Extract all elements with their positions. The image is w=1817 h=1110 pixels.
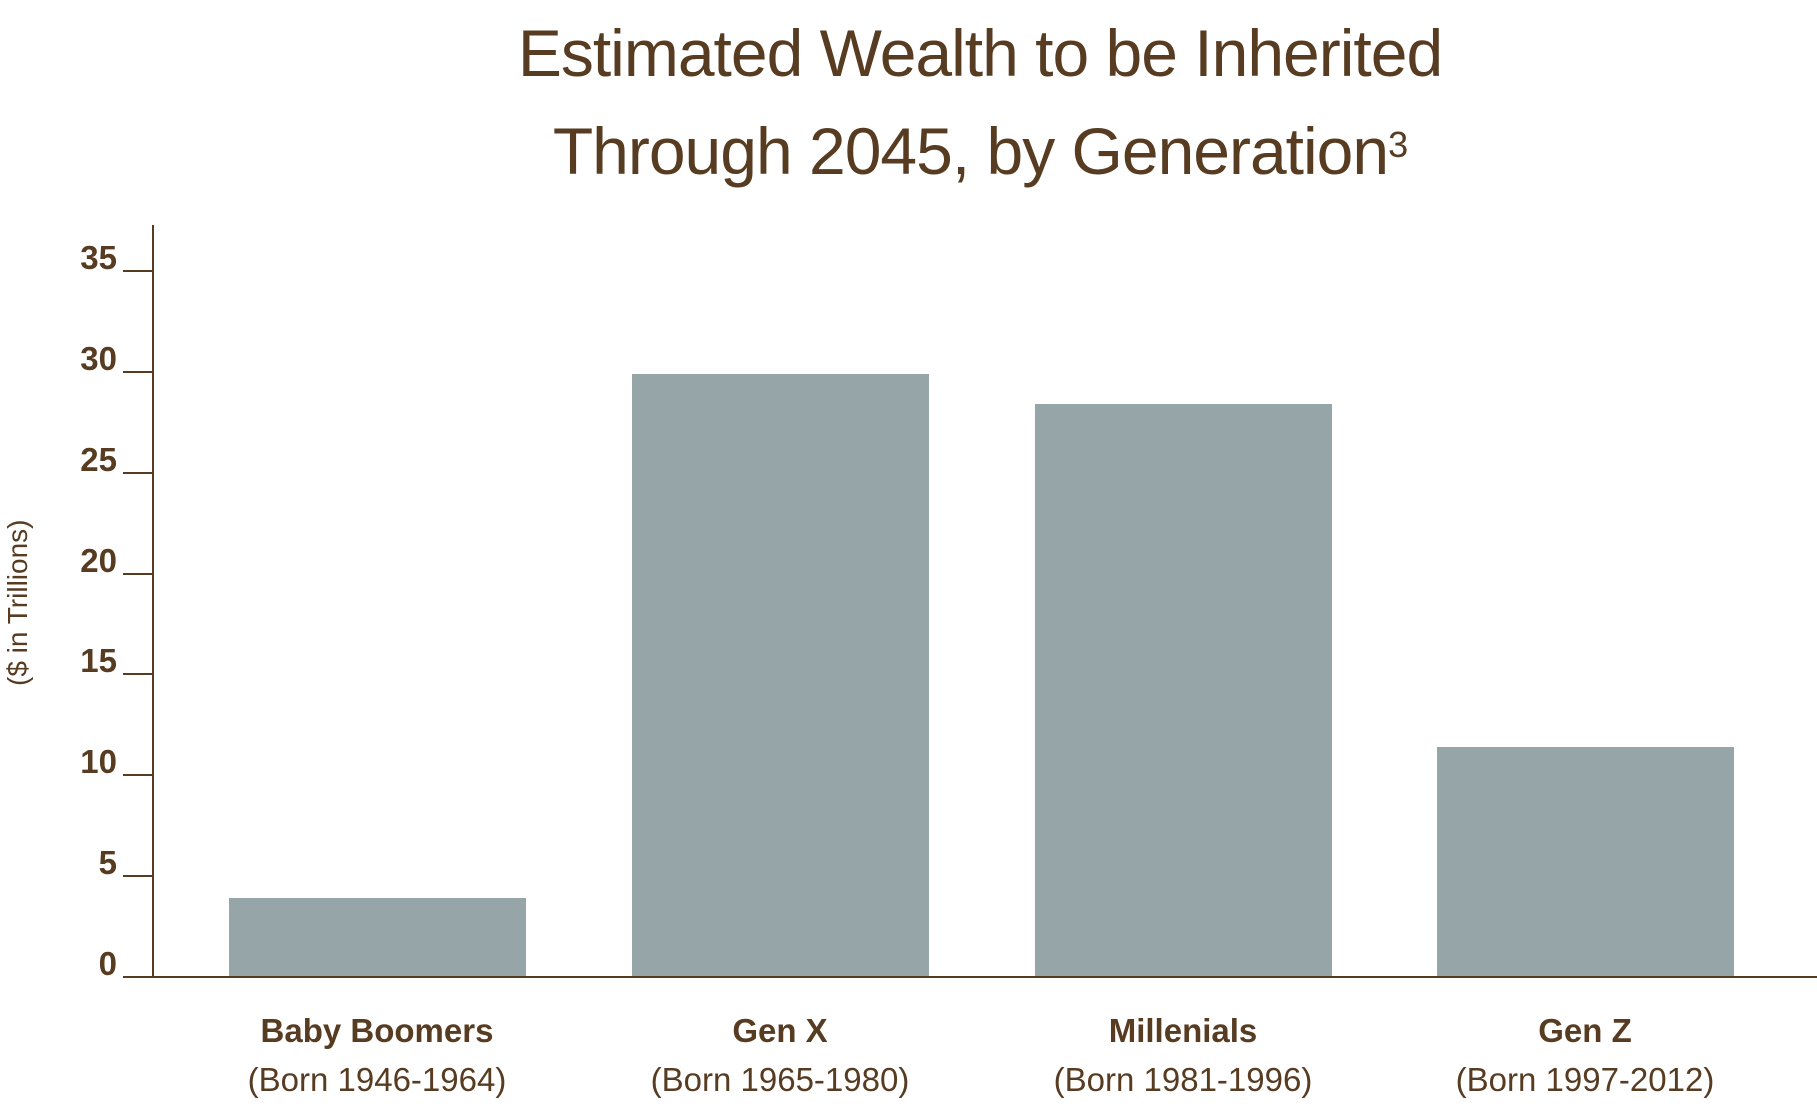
x-axis-line [123, 976, 1817, 978]
y-tick-label: 5 [98, 844, 117, 882]
y-tick [123, 270, 153, 272]
category-name: Gen Z [1538, 1012, 1632, 1049]
category-birth-range: (Born 1997-2012) [1455, 1061, 1715, 1098]
x-category: Gen Z (Born 1997-2012) [1385, 1008, 1785, 1106]
bar-gen-x [632, 373, 929, 977]
category-name: Gen X [732, 1012, 828, 1049]
y-tick-label: 10 [80, 743, 117, 781]
bar-millenials [1035, 404, 1332, 977]
y-tick [123, 673, 153, 676]
y-tick-label: 30 [80, 339, 117, 377]
x-category: Millenials (Born 1981-1996) [983, 1008, 1383, 1106]
y-tick [123, 774, 153, 777]
chart-title: Estimated Wealth to be Inherited Through… [0, 4, 1817, 200]
bar-gen-z [1437, 747, 1734, 977]
y-tick-label: 20 [80, 541, 117, 579]
y-axis-line [152, 225, 154, 978]
y-tick [123, 471, 153, 474]
category-name: Baby Boomers [260, 1012, 494, 1049]
y-tick [123, 370, 153, 373]
bar-baby-boomers [229, 898, 526, 977]
category-birth-range: (Born 1981-1996) [1053, 1061, 1313, 1098]
y-tick-label: 0 [98, 945, 117, 982]
category-birth-range: (Born 1965-1980) [650, 1061, 910, 1098]
y-tick [123, 875, 153, 878]
category-birth-range: (Born 1946-1964) [247, 1061, 507, 1098]
chart-title-line-2: Through 2045, by Generation3 [552, 114, 1408, 188]
category-name: Millenials [1108, 1012, 1258, 1049]
x-category: Gen X (Born 1965-1980) [580, 1008, 980, 1106]
x-category: Baby Boomers (Born 1946-1964) [177, 1008, 577, 1106]
chart-title-line-1: Estimated Wealth to be Inherited [517, 16, 1443, 90]
y-tick-label: 25 [80, 440, 117, 478]
footnote-marker: 3 [1388, 124, 1408, 165]
y-tick-label: 35 [80, 239, 117, 276]
y-tick [123, 572, 153, 575]
y-axis-label: ($ in Trillions) [2, 519, 33, 686]
y-tick-label: 15 [80, 642, 117, 680]
